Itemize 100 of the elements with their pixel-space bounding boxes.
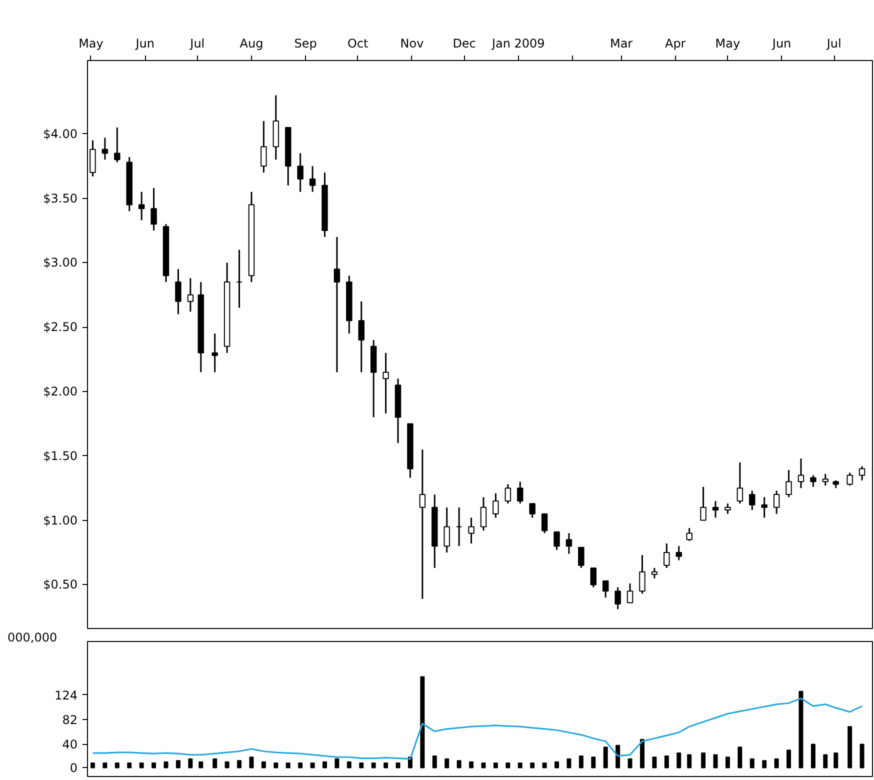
bar <box>212 758 218 768</box>
x-tick-label: Apr <box>665 36 686 50</box>
bar <box>444 758 450 768</box>
candlestick <box>858 465 866 482</box>
bar <box>860 744 864 768</box>
candlestick <box>724 502 731 515</box>
y-tick-label: $3.00 <box>43 256 78 270</box>
candlestick <box>444 506 450 554</box>
candlestick <box>749 490 756 511</box>
bar <box>102 762 108 768</box>
candlestick <box>846 472 853 486</box>
bar <box>469 761 474 768</box>
candlestick <box>614 586 621 610</box>
candlestick <box>382 352 389 414</box>
bar <box>823 754 828 768</box>
candlestick <box>529 502 536 518</box>
bar <box>127 762 132 768</box>
line-series <box>92 698 863 760</box>
bar <box>310 762 315 768</box>
candlestick <box>566 532 572 555</box>
bar <box>725 756 730 768</box>
x-tick-label: Jun <box>771 36 792 50</box>
x-tick-label: Aug <box>240 36 264 50</box>
bar <box>810 744 816 768</box>
candlestick <box>492 492 499 518</box>
candlestick <box>700 486 706 522</box>
bar <box>114 762 120 768</box>
bar <box>848 726 852 768</box>
bar <box>701 752 706 768</box>
bar <box>506 762 510 768</box>
bar <box>554 761 559 768</box>
bar <box>176 760 180 768</box>
bar <box>786 750 792 768</box>
candlestick <box>541 513 548 534</box>
bar <box>334 758 340 768</box>
candlestick <box>334 236 340 373</box>
bar <box>396 762 400 768</box>
y-tick-label: $1.50 <box>43 448 78 463</box>
x-tick-label: Mar <box>610 36 633 50</box>
bar <box>420 676 425 768</box>
bar <box>664 755 669 768</box>
bar <box>640 739 644 768</box>
x-tick-label: Jan 2009 <box>490 36 545 50</box>
bar <box>371 762 376 768</box>
bar <box>493 762 498 768</box>
candlestick <box>761 496 768 518</box>
candlestick <box>102 137 108 160</box>
bar <box>676 752 682 768</box>
candlestick <box>786 469 792 498</box>
x-tick-label: Sep <box>294 36 317 50</box>
candlestick <box>686 527 692 542</box>
candlestick <box>480 496 487 532</box>
bar <box>198 761 204 768</box>
x-tick-label: May <box>78 36 104 50</box>
x-tick-label: Jun <box>134 36 154 50</box>
bar <box>566 758 572 768</box>
bar <box>591 756 596 768</box>
candlestick <box>212 332 218 373</box>
candlestick <box>260 120 267 174</box>
x-tick-label: Oct <box>348 36 369 50</box>
bar <box>188 758 193 768</box>
bar <box>432 755 437 768</box>
candlestick <box>736 462 744 504</box>
bar <box>616 744 620 768</box>
bar <box>652 756 657 768</box>
bar <box>798 690 804 768</box>
candlestick <box>554 531 560 551</box>
bar <box>628 758 632 768</box>
candlestick <box>297 152 304 193</box>
candlestick <box>419 448 426 600</box>
bar <box>298 762 303 768</box>
bar <box>322 761 327 768</box>
bar <box>152 762 156 768</box>
bar <box>738 746 742 768</box>
text: 000,000 <box>8 630 58 644</box>
candlestick <box>773 490 780 515</box>
bar <box>542 762 547 768</box>
candlestick <box>114 126 120 163</box>
bar <box>530 762 535 768</box>
candlestick <box>676 545 682 561</box>
candlestick <box>456 506 462 547</box>
y-tick-label: $0.50 <box>43 578 78 592</box>
bar <box>687 754 692 768</box>
bar <box>359 762 364 768</box>
candlestick <box>468 516 474 544</box>
candlestick <box>504 483 512 504</box>
candlestick <box>150 187 157 232</box>
candlestick <box>187 277 194 312</box>
candlestick <box>626 582 634 604</box>
y-tick-label: $2.00 <box>43 384 78 399</box>
bar <box>261 761 266 768</box>
y-tick-label: 124 <box>54 688 78 702</box>
candlestick <box>810 474 816 488</box>
x-tick-label: Nov <box>400 36 424 50</box>
bar <box>834 752 838 768</box>
y-tick-label: $2.50 <box>43 320 78 334</box>
candlestick <box>578 546 584 569</box>
candlestick <box>517 480 524 504</box>
bar <box>774 758 779 768</box>
candlestick <box>639 554 646 594</box>
